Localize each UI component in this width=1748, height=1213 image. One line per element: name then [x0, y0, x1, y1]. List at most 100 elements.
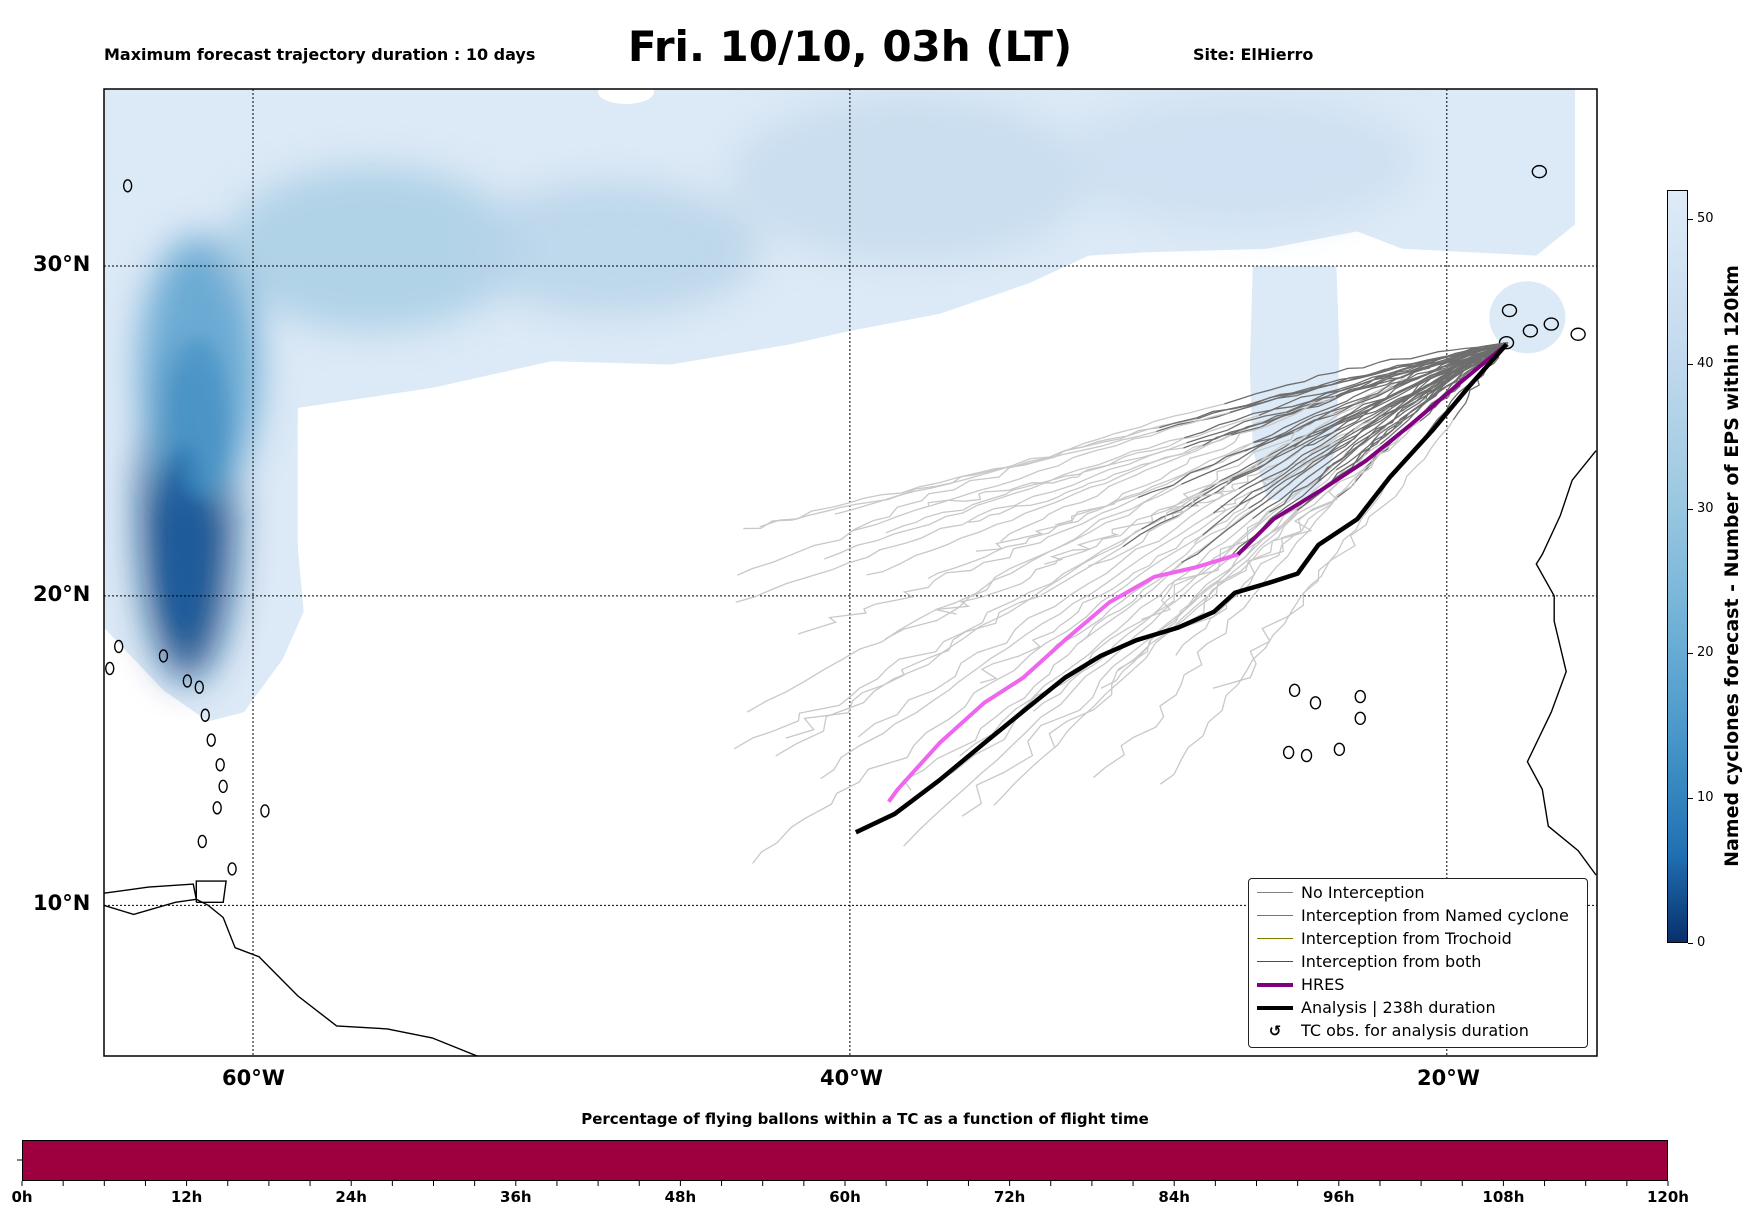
main-tracks: [854, 342, 1509, 835]
legend-line-swatch: [1257, 1005, 1293, 1010]
eps-trajectory-far: [959, 518, 1254, 757]
legend-label: Analysis | 238h duration: [1301, 998, 1496, 1017]
legend-item-both: Interception from both: [1249, 950, 1587, 973]
lat-tick-label: 20°N: [33, 582, 91, 606]
colorbar: [1667, 190, 1688, 943]
percentage-bar-fill: [23, 1141, 1667, 1180]
lon-tick-label: 20°W: [1417, 1066, 1480, 1090]
density-core-blob: [173, 337, 226, 498]
island-coastline: [1288, 683, 1301, 698]
chart-title: Fri. 10/10, 03h (LT): [627, 22, 1073, 71]
island-coastline: [218, 779, 228, 794]
island-coastline: [260, 804, 270, 818]
legend-label: No Interception: [1301, 883, 1425, 902]
eps-trajectory-far: [902, 561, 1182, 791]
eps-trajectory-far: [1193, 406, 1392, 544]
island-coastline: [1522, 324, 1539, 338]
density-canary-pocket: [1489, 281, 1566, 354]
time-tick-label: 12h: [170, 1188, 203, 1206]
eps-trajectory-near: [1335, 344, 1507, 398]
coastline-west-africa: [1526, 450, 1597, 876]
island-coastline: [1619, 315, 1633, 327]
eps-trajectory-far: [824, 437, 1185, 560]
hres-track-early: [1236, 342, 1508, 556]
coastline-venezuela: [104, 898, 197, 916]
island-coastline: [1531, 164, 1548, 179]
eps-trajectory-far: [737, 411, 1230, 576]
hres-track-late: [887, 552, 1239, 803]
eps-trajectory-far: [852, 403, 1225, 531]
eps-trajectory-near: [1213, 345, 1508, 514]
eps-trajectory-far: [961, 508, 1301, 817]
eps-trajectory-far: [1092, 497, 1338, 779]
density-blob: [223, 166, 522, 332]
eps-trajectory-far: [746, 483, 1182, 713]
eps-trajectory-near: [1141, 343, 1508, 530]
density-blob: [1058, 94, 1417, 227]
eps-trajectory-far: [1183, 411, 1427, 625]
lon-tick-label: 40°W: [820, 1066, 883, 1090]
time-bar-title: Percentage of flying ballons within a TC…: [581, 1110, 1149, 1128]
info-site: Site: ElHierro: [1193, 45, 1314, 64]
eps-trajectory-far: [1179, 420, 1421, 630]
island-coastline: [1501, 303, 1518, 318]
colorbar-tick-text: 20: [1697, 645, 1714, 661]
legend-item-hres: HRES: [1249, 973, 1587, 996]
eps-trajectory-far: [1088, 386, 1395, 567]
lon-tick-label: 60°W: [222, 1066, 285, 1090]
time-tick-label: 48h: [664, 1188, 697, 1206]
island-coastline: [1354, 689, 1366, 704]
eps-trajectory-far: [927, 442, 1254, 579]
colorbar-tick-label: 10: [1688, 790, 1714, 805]
eps-trajectory-far: [968, 434, 1232, 524]
island-coastline: [113, 639, 124, 654]
eps-trajectory-far: [903, 559, 1229, 847]
island-coastline: [1282, 745, 1295, 760]
map-frame: [103, 88, 1598, 1057]
island-coastline: [105, 661, 115, 676]
eps-trajectory-near: [1224, 342, 1507, 405]
legend-label: HRES: [1301, 975, 1345, 994]
time-tick-label: 72h: [993, 1188, 1026, 1206]
time-tick-label: 0h: [11, 1188, 33, 1206]
legend-label: TC obs. for analysis duration: [1301, 1021, 1529, 1040]
eps-trajectory-far: [927, 447, 1184, 506]
eps-trajectory-far: [735, 442, 1187, 603]
legend-label: Interception from Trochoid: [1301, 929, 1512, 948]
time-tick-label: 36h: [500, 1188, 532, 1206]
legend-line-swatch: [1257, 914, 1293, 917]
lat-tick-label: 10°N: [33, 891, 91, 915]
eps-trajectory-far: [834, 418, 1198, 515]
coastline-south-america: [104, 883, 479, 1056]
legend-line-swatch: [1257, 960, 1293, 963]
eps-trajectory-far: [785, 546, 1124, 739]
time-tick-label: 108h: [1482, 1188, 1525, 1206]
island-coastline: [212, 801, 222, 815]
island-coastline: [200, 708, 210, 722]
eps-trajectory-near: [1393, 342, 1508, 388]
colorbar-tick-text: 40: [1697, 355, 1714, 371]
legend-line-swatch: [1257, 937, 1293, 940]
legend-label: Interception from Named cyclone: [1301, 906, 1569, 925]
colorbar-tick-label: 50: [1688, 211, 1714, 226]
legend-item-tc-obs: ↺ TC obs. for analysis duration: [1249, 1019, 1587, 1042]
eps-trajectory-far: [1163, 377, 1408, 521]
island-coastline: [1570, 327, 1586, 341]
density-blob: [730, 96, 1089, 262]
eps-trajectory-far: [979, 503, 1240, 684]
cyclone-density-layer: [104, 89, 1576, 722]
density-blob: [461, 182, 761, 315]
colorbar-tick-label: 20: [1688, 645, 1714, 660]
legend-item-no-interception: No Interception: [1249, 881, 1587, 904]
legend: No Interception Interception from Named …: [1248, 878, 1588, 1048]
eps-trajectory-near: [1227, 344, 1507, 560]
eps-trajectories: [733, 341, 1509, 864]
colorbar-label: Named cyclones forecast - Number of EPS …: [1721, 265, 1743, 867]
island-coastline: [215, 758, 225, 772]
eps-trajectory-near: [1253, 342, 1507, 444]
eps-trajectory-near: [1202, 344, 1507, 536]
island-coastline: [1354, 711, 1366, 726]
legend-item-trochoid: Interception from Trochoid: [1249, 927, 1587, 950]
colorbar-tick-text: 0: [1697, 935, 1706, 950]
